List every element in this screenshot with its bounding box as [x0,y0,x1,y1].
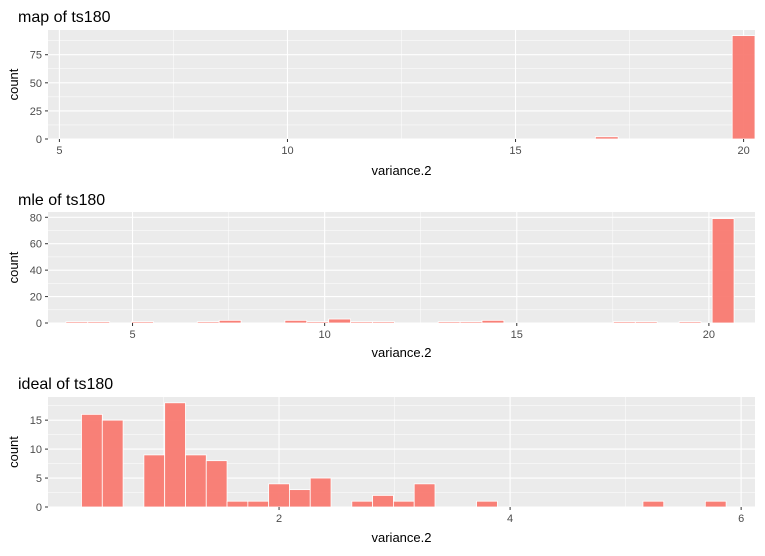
y-tick-label: 0 [36,318,42,330]
histogram-bar [634,321,658,324]
y-axis-label: count [6,68,21,100]
x-tick-label: 20 [703,329,715,341]
histogram-bar [309,477,332,508]
chart-title: map of ts180 [18,9,111,26]
chart-title: mle of ts180 [18,192,105,209]
histogram-bar [437,321,461,324]
histogram-bar [731,35,756,140]
histogram-bar [350,321,373,324]
x-tick-label: 5 [129,329,135,341]
x-tick-label: 5 [56,145,62,157]
histogram-bar [642,500,665,508]
histogram-bar [87,321,111,324]
histogram-bar [594,136,619,140]
histogram-bar [476,500,498,508]
histogram-bar [459,321,483,324]
panel-background [48,212,755,323]
y-tick-label: 25 [30,106,42,118]
histogram-bar [81,413,103,508]
histogram-bar [704,500,727,508]
x-tick-label: 10 [319,329,331,341]
histogram-bar [196,321,220,324]
histogram-bar [328,318,351,324]
histogram-bar [247,500,270,508]
x-tick-label: 6 [738,513,744,525]
x-tick-label: 20 [737,145,749,157]
x-tick-label: 4 [507,513,513,525]
histogram-bar [351,500,374,508]
histogram-bar [101,419,124,508]
histogram-bar [226,500,249,508]
y-tick-label: 60 [30,239,42,251]
y-axis-label: count [6,436,21,468]
x-tick-label: 15 [511,329,523,341]
x-tick-label: 2 [276,513,282,525]
histogram-bar [218,319,242,324]
histogram-bar [372,495,394,508]
x-axis-label: variance.2 [372,163,432,178]
histogram-bar [131,321,154,324]
y-tick-label: 50 [30,78,42,90]
y-tick-label: 0 [36,134,42,146]
x-tick-label: 15 [509,145,521,157]
y-tick-label: 15 [30,415,42,427]
y-tick-label: 5 [36,473,42,485]
y-tick-label: 75 [30,50,42,62]
histogram-bar [481,319,505,324]
histogram-bar [164,402,186,508]
y-tick-label: 10 [30,444,42,456]
histogram-bar [284,319,308,324]
y-tick-label: 80 [30,212,42,224]
histogram-bar [185,454,207,508]
x-tick-label: 10 [281,145,293,157]
histogram-bar [393,500,415,508]
histogram-bar [289,489,311,508]
y-tick-label: 20 [30,292,42,304]
y-tick-label: 0 [36,502,42,514]
histogram-bar [413,483,436,508]
histogram-bar [372,321,395,324]
y-tick-label: 40 [30,265,42,277]
x-axis-label: variance.2 [372,530,432,545]
chart-title: ideal of ts180 [18,376,113,393]
x-axis-label: variance.2 [372,345,432,360]
y-axis-label: count [6,251,21,283]
histogram-bar [613,321,636,324]
histogram-bar [268,483,290,508]
histogram-bar [205,460,228,508]
histogram-bar [306,321,330,324]
histogram-bar [143,454,166,508]
histogram-bar [678,321,702,324]
histogram-bar [711,218,735,324]
histogram-bar [65,321,89,324]
